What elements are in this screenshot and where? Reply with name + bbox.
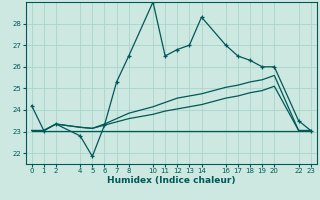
X-axis label: Humidex (Indice chaleur): Humidex (Indice chaleur) bbox=[107, 176, 236, 185]
